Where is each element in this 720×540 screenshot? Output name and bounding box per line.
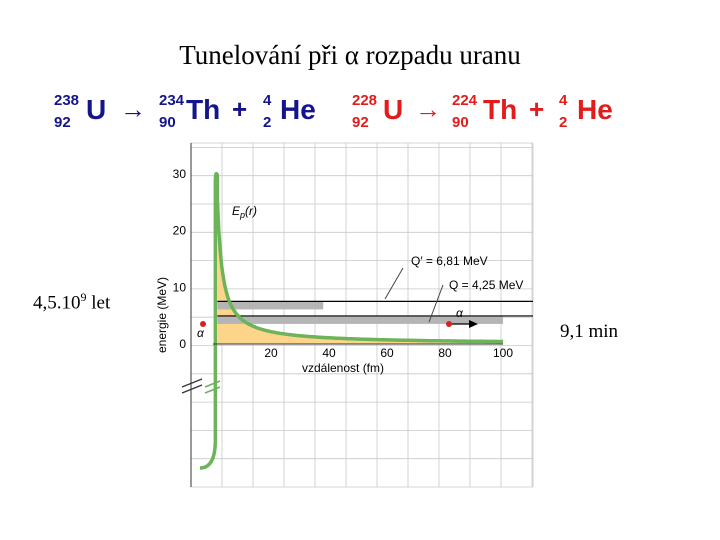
q-leader-line [428,284,444,323]
energy-band-q-prime [217,301,324,310]
parent-symbol: U [383,94,404,125]
plus-sign: + [529,94,545,124]
daughter-symbol: Th [186,94,221,125]
q-prime-label: Q′ = 6,81 MeV [411,254,488,268]
x-tick-label: 60 [380,346,394,360]
potential-well-fill [217,197,504,344]
daughter-mass-number: 234 [159,92,185,109]
arrow-head-icon [469,320,478,328]
alpha-atomic-number: 2 [559,114,568,131]
alpha-particle-label: α [456,306,464,320]
half-life-unit: let [86,292,111,314]
reaction-arrow: → [415,94,441,124]
alpha-particle-inside [200,321,206,327]
grid-lines [191,142,534,488]
alpha-mass-number: 4 [559,92,568,109]
y-tick-label: 30 [173,167,187,181]
parent-atomic-number: 92 [54,114,71,131]
plus-sign: + [232,94,248,124]
parent-atomic-number: 92 [352,114,369,131]
energy-band-q [217,315,503,324]
y-tick-label: 20 [173,224,187,238]
q-prime-leader-line [384,267,404,300]
alpha-symbol: He [280,94,316,125]
y-tick-labels: 0 10 20 30 [173,167,187,351]
x-tick-label: 80 [438,346,452,360]
alpha-symbol: He [577,94,613,125]
parent-symbol: U [86,94,107,125]
x-tick-labels: 20 40 60 80 100 [264,346,513,360]
half-life-mantissa: 4,5.10 [33,292,81,314]
parent-mass-number: 228 [352,92,378,109]
half-life-u238: 4,5.109 let [33,290,110,314]
x-tick-label: 100 [493,346,513,360]
daughter-symbol: Th [483,94,518,125]
x-tick-label: 40 [322,346,336,360]
half-life-exponent: 9 [80,290,87,304]
y-tick-label: 0 [179,337,186,351]
alpha-atomic-number: 2 [263,114,272,131]
x-axis-label: vzdálenost (fm) [302,361,384,375]
y-tick-label: 10 [173,280,187,294]
potential-curve [199,171,504,470]
parent-mass-number: 238 [54,92,80,109]
reaction-arrow: → [120,94,146,124]
slide-title: Tunelování při α rozpadu uranu [179,40,521,70]
axis-break-mark [181,378,221,394]
alpha-particle-label-left: α [197,326,205,340]
curve-label: Ep(r) [232,204,257,220]
daughter-atomic-number: 90 [452,114,469,131]
daughter-atomic-number: 90 [159,114,176,131]
daughter-mass-number: 224 [452,92,478,109]
y-axis-label: energie (MeV) [155,277,169,353]
half-life-u228: 9,1 min [560,321,619,342]
q-label: Q = 4,25 MeV [449,278,523,292]
alpha-mass-number: 4 [263,92,272,109]
x-tick-label: 20 [264,346,278,360]
alpha-particle-outside [446,321,452,327]
